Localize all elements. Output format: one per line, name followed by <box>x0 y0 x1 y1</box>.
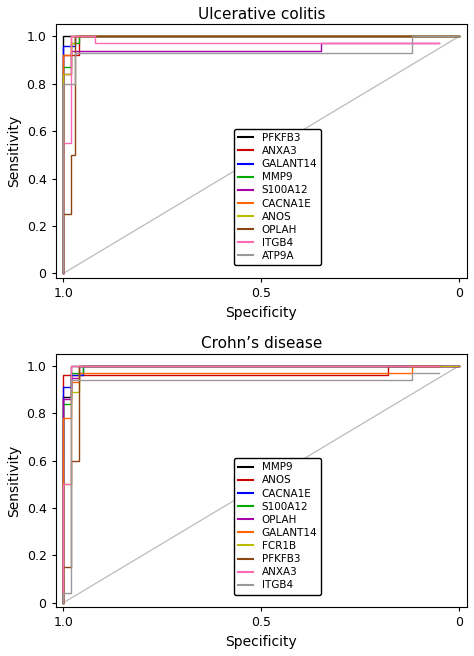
X-axis label: Specificity: Specificity <box>226 306 297 319</box>
Legend: MMP9, ANOS, CACNA1E, S100A12, OPLAH, GALANT14, FCR1B, PFKFB3, ANXA3, ITGB4: MMP9, ANOS, CACNA1E, S100A12, OPLAH, GAL… <box>234 458 321 594</box>
Title: Ulcerative colitis: Ulcerative colitis <box>198 7 325 22</box>
Title: Crohn’s disease: Crohn’s disease <box>201 337 322 352</box>
Legend: PFKFB3, ANXA3, GALANT14, MMP9, S100A12, CACNA1E, ANOS, OPLAH, ITGB4, ATP9A: PFKFB3, ANXA3, GALANT14, MMP9, S100A12, … <box>234 129 321 265</box>
Y-axis label: Sensitivity: Sensitivity <box>7 115 21 188</box>
Y-axis label: Sensitivity: Sensitivity <box>7 445 21 517</box>
X-axis label: Specificity: Specificity <box>226 635 297 649</box>
